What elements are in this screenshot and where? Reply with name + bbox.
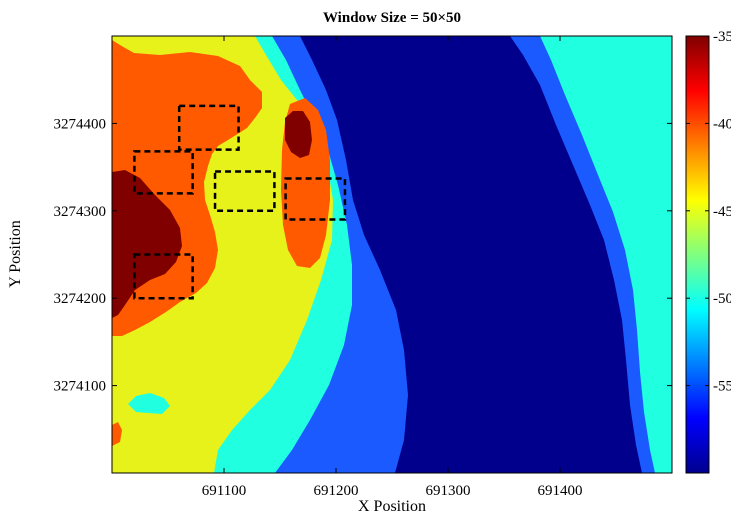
contour-region-cyan-island [128, 393, 170, 414]
plot-frame [111, 35, 673, 474]
x-tick-label: 691100 [202, 483, 246, 499]
plot-area [112, 36, 672, 473]
y-tick-label: 3274300 [54, 204, 107, 220]
colorbar-tick-label: -40 [713, 116, 731, 132]
colorbar-tick-label: -55 [713, 379, 731, 395]
colorbar-gradient [685, 35, 710, 474]
x-tick-label: 691400 [538, 483, 583, 499]
colorbar-tick-label: -35 [713, 29, 731, 45]
colorbar-tick-label: -50 [713, 291, 731, 307]
y-axis-label: Y Position [7, 220, 24, 287]
sampling-window-box [177, 104, 240, 151]
colorbar: -35 -40 -45 -50 -55 [685, 29, 731, 474]
colorbar-tick-label: -45 [713, 204, 731, 220]
x-axis: 691100 691200 691300 691400 [202, 36, 583, 499]
x-tick-label: 691300 [426, 483, 471, 499]
colorbar-ticks: -35 -40 -45 -50 -55 [686, 29, 731, 395]
contour-region-cyan-east [540, 36, 672, 473]
sampling-windows [133, 104, 347, 300]
contour-region-orange-sw [112, 422, 122, 446]
y-tick-label: 3274200 [54, 291, 107, 307]
contour-region-dark-red-east [285, 111, 312, 158]
sampling-window-box [284, 177, 347, 221]
y-tick-label: 3274100 [54, 379, 107, 395]
y-axis: 3274100 3274200 3274300 3274400 [54, 116, 672, 395]
x-tick-label: 691200 [314, 483, 359, 499]
y-tick-label: 3274400 [54, 116, 107, 132]
contour-region-dark-red-west [112, 170, 182, 318]
x-axis-label: X Position [358, 498, 426, 515]
sampling-window-box [133, 253, 194, 300]
chart-title: Window Size = 50×50 [323, 10, 461, 26]
